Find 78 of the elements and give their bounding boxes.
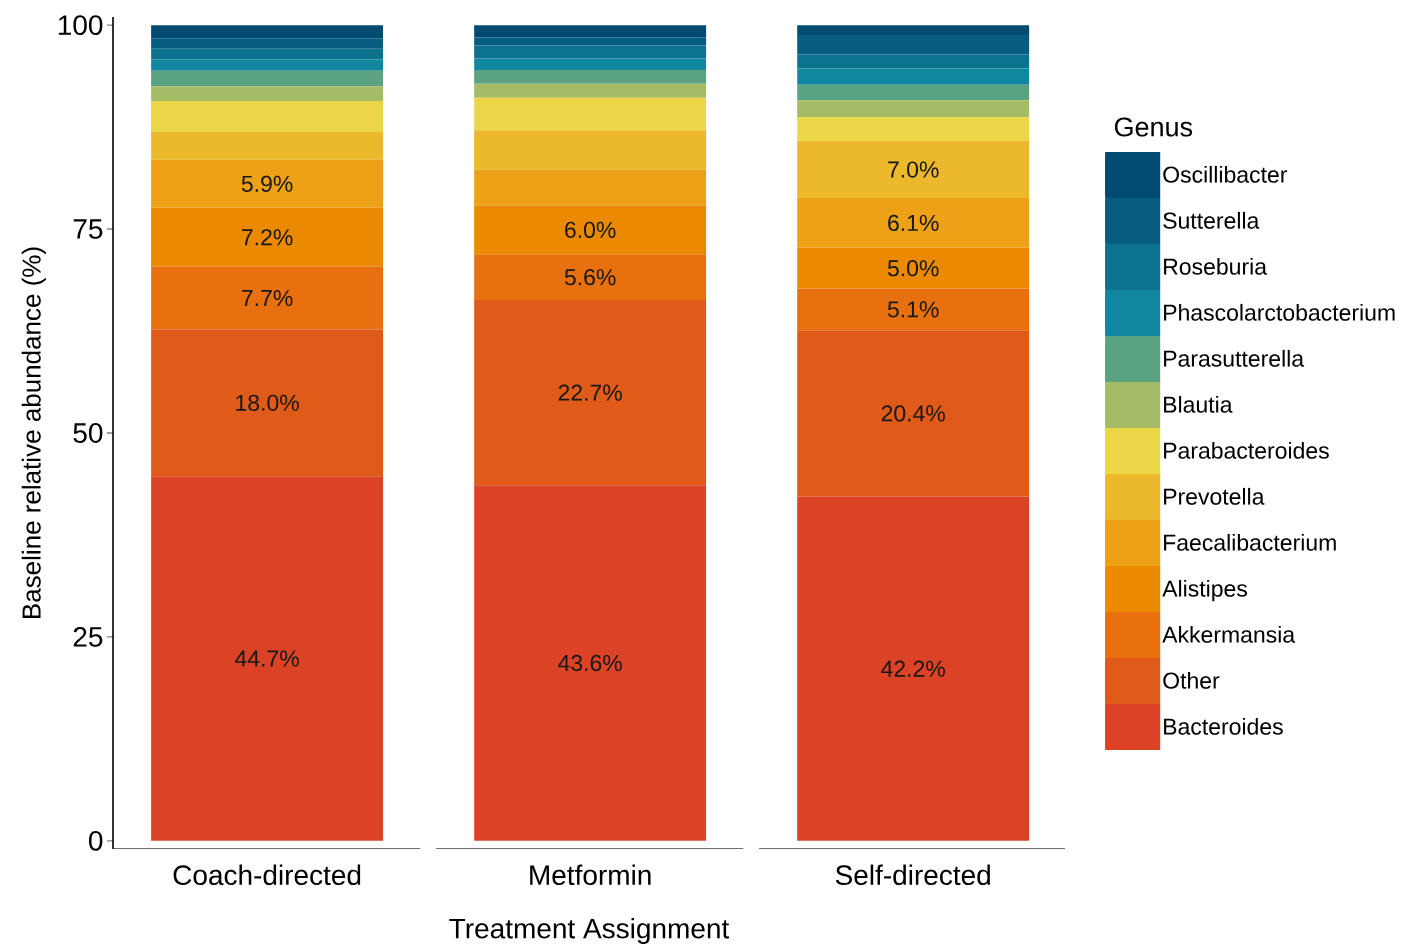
legend-label: Akkermansia [1162,625,1296,643]
data-label: 5.6% [564,269,616,286]
bar [474,83,707,98]
data-label: 7.2% [242,229,293,246]
y-tick-label: 25 [73,627,103,647]
y-tick-label: 75 [73,219,103,239]
bar [797,68,1030,85]
bar [797,34,1030,55]
bar [797,247,1030,289]
data-label: 7.7% [242,289,293,307]
bar [474,254,707,301]
legend-label: Bacteroides [1164,717,1283,735]
bar [474,485,707,841]
bar [797,140,1030,199]
bar [151,159,384,208]
legend-label: Faecalibacterium [1164,533,1336,551]
y-tick-label: 0 [89,830,103,851]
bar [474,130,707,170]
bar [151,86,384,101]
bar [474,45,707,59]
bar [151,266,384,330]
data-label: 43.6% [558,654,622,672]
data-label: 22.7% [558,384,622,401]
x-axis-title: Treatment Assignment [449,917,730,945]
legend-label: Roseburia [1164,257,1268,275]
legend-label: Sutterella [1163,211,1260,229]
bar [151,25,384,39]
bar [474,58,707,71]
data-label: 20.4% [881,405,945,422]
data-label: 6.1% [888,214,939,232]
bar [474,300,707,486]
bar [797,100,1030,118]
x-tick-label: Self-directed [835,864,990,886]
bar [151,48,384,60]
bar [151,329,384,477]
legend-label: Oscillibacter [1163,165,1288,183]
bar [474,205,707,255]
data-label: 5.1% [887,301,939,318]
data-label: 5.0% [887,260,939,277]
bar [151,70,384,87]
data-label: 5.9% [241,175,293,192]
y-tick-label: 100 [58,15,103,36]
bar [151,38,384,49]
data-label: 18.0% [236,394,299,411]
legend-label: Prevotella [1164,487,1265,505]
bar [151,476,384,841]
bar [797,288,1030,331]
bar [797,496,1030,841]
bar [797,54,1030,69]
x-tick-label: Metformin [530,864,651,886]
x-tick-label: Coach-directed [173,864,361,886]
bar [151,59,384,71]
legend-label: Alistipes [1162,579,1247,602]
bar [151,132,384,160]
bar [474,25,707,38]
data-label: 7.0% [888,161,939,178]
y-tick-label: 50 [73,423,103,443]
data-label: 6.0% [565,221,616,239]
data-label: 44.7% [235,650,299,667]
bar [151,207,384,267]
bar [474,70,707,84]
bar [474,37,707,46]
y-axis-title: Baseline relative abundance (%) [21,247,46,619]
bar [797,84,1030,101]
bar [797,25,1030,35]
bar [797,117,1030,141]
bar [474,97,707,131]
legend-title: Genus [1114,117,1193,137]
bar [797,330,1030,497]
bar [474,169,707,206]
bar [151,101,384,132]
data-label: 42.2% [881,660,945,677]
legend-label: Parasutterella [1164,349,1305,367]
legend-label: Other [1163,671,1220,689]
legend-label: Blautia [1164,395,1233,413]
bar [797,198,1030,248]
legend-label: Parabacteroides [1164,441,1329,459]
legend-label: Phascolarctobacterium [1164,303,1395,321]
